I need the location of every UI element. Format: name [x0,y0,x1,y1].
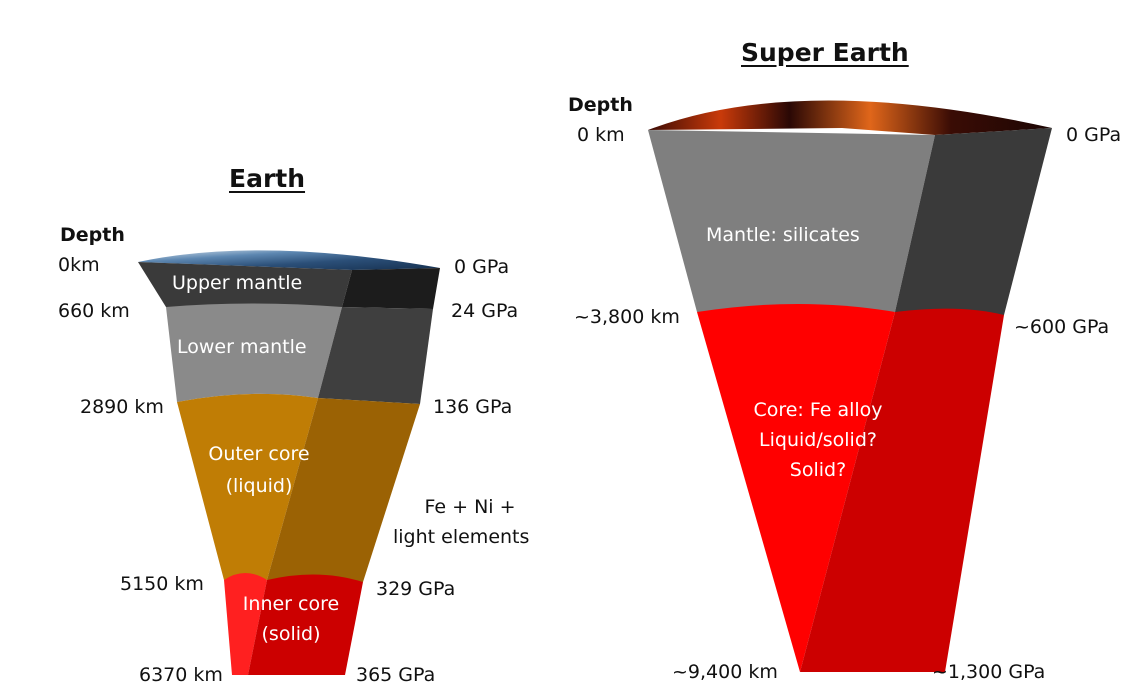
earth-pressure-1: 24 GPa [451,300,519,322]
earth-outer-core-label-2: (liquid) [225,475,293,497]
super-earth-mantle-front [648,130,935,312]
earth-title: Earth [229,164,306,193]
super-earth-core-label-2: Liquid/solid? [759,429,877,451]
super-earth-mantle-side [895,128,1052,315]
earth-composition-label-2: light elements [393,526,530,548]
super-earth-core-label-1: Core: Fe alloy [753,399,883,421]
earth-composition-label-1: Fe + Ni + [424,496,516,518]
earth-depth-0: 0km [58,254,100,276]
super-earth-surface-cap [648,100,1052,135]
earth-upper-mantle-side [342,268,440,309]
super-earth-core-side [800,308,1004,672]
super-earth-depth-1: ~3,800 km [574,306,680,328]
earth-outer-core-label-1: Outer core [208,443,310,465]
earth-pressure-2: 136 GPa [433,396,513,418]
earth-outer-core-side [267,398,420,582]
super-earth-core-front [697,304,895,672]
super-earth-depth-0: 0 km [577,124,625,146]
earth-inner-core-label-2: (solid) [261,623,321,645]
super-earth-depth-label: Depth [568,94,633,116]
earth-pressure-3: 329 GPa [376,578,456,600]
super-earth-pressure-1: ~600 GPa [1014,316,1110,338]
earth-lower-mantle-front [166,303,342,402]
super-earth-core-label-3: Solid? [789,459,847,481]
earth-upper-mantle-label: Upper mantle [172,272,303,294]
earth-depth-3: 5150 km [120,573,204,595]
earth-lower-mantle-label: Lower mantle [177,336,307,358]
super-earth-pressure-0: 0 GPa [1066,124,1122,146]
earth-inner-core-side [248,574,363,675]
earth-depth-4: 6370 km [139,664,223,686]
earth-outer-core-front [177,393,318,580]
super-earth-depth-2: ~9,400 km [672,661,778,683]
earth-pressure-0: 0 GPa [454,256,510,278]
earth-surface-cap [138,250,440,270]
earth-wedge [138,250,440,675]
earth-depth-label: Depth [60,224,125,246]
super-earth-wedge [648,100,1052,672]
earth-inner-core-label-1: Inner core [242,593,340,615]
earth-pressure-4: 365 GPa [356,664,436,686]
super-earth-mantle-label: Mantle: silicates [706,224,860,246]
earth-inner-core-front [224,573,267,675]
earth-depth-2: 2890 km [80,396,164,418]
earth-upper-mantle-front [138,262,352,307]
super-earth-title: Super Earth [741,38,909,67]
earth-lower-mantle-side [318,307,433,404]
super-earth-pressure-2: ~1,300 GPa [932,661,1046,683]
earth-depth-1: 660 km [58,300,130,322]
